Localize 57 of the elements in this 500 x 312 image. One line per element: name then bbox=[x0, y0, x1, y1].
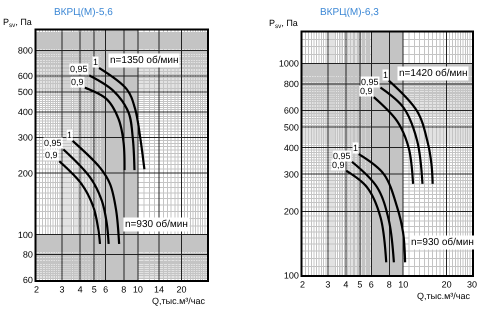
x-tick-label: 8 bbox=[121, 284, 126, 294]
chart-title: ВКРЦ(М)-5,6 bbox=[54, 7, 114, 18]
series-label: 0,95 bbox=[361, 77, 379, 87]
x-tick-label: 4 bbox=[343, 280, 348, 290]
series-label: 1 bbox=[93, 57, 98, 67]
x-tick-label: 5 bbox=[92, 284, 97, 294]
x-tick-label: 3 bbox=[325, 280, 330, 290]
series-label: 0,9 bbox=[332, 160, 345, 170]
x-tick-label: 20 bbox=[176, 284, 186, 294]
y-tick-label: 800 bbox=[18, 45, 33, 56]
series-label: 0,9 bbox=[71, 77, 84, 87]
x-tick-label: 8 bbox=[386, 280, 392, 290]
y-axis-title: P$_{sv}$, Па bbox=[3, 17, 32, 29]
x-tick-label: 6 bbox=[103, 284, 108, 294]
y-tick-label: 300 bbox=[18, 132, 33, 142]
y-tick-label: 1000 bbox=[278, 58, 299, 69]
y-tick-label: 600 bbox=[18, 70, 33, 81]
y-tick-label: 800 bbox=[284, 79, 299, 90]
series-label: 0,95 bbox=[333, 151, 351, 161]
x-tick-label: 30 bbox=[466, 280, 478, 290]
y-tick-label: 600 bbox=[284, 106, 299, 116]
x-tick-label: 10 bbox=[398, 280, 408, 290]
series-label: 0,9 bbox=[360, 86, 373, 96]
y-tick-label: 500 bbox=[18, 87, 33, 98]
y-tick-label: 200 bbox=[284, 206, 299, 217]
y-axis-title: P$_{sv}$, Па bbox=[269, 18, 298, 30]
annotation: n=1350 об/мин bbox=[110, 55, 178, 66]
x-axis-title: Q,тыс.м³/час bbox=[152, 296, 206, 306]
x-tick-label: 2 bbox=[300, 280, 306, 290]
annotation: n=930 об/мин bbox=[411, 237, 474, 248]
y-tick-label: 300 bbox=[284, 169, 299, 180]
x-tick-label: 2 bbox=[34, 284, 40, 294]
y-tick-label: 80 bbox=[22, 250, 33, 260]
y-tick-label: 60 bbox=[22, 275, 33, 286]
x-tick-label: 4 bbox=[78, 284, 83, 294]
series-label: 1 bbox=[383, 70, 388, 80]
series-label: 1 bbox=[67, 130, 72, 140]
annotation: n=1420 об/мин bbox=[399, 68, 468, 79]
y-tick-label: 100 bbox=[284, 270, 299, 280]
series-label: 1 bbox=[353, 143, 358, 153]
x-tick-label: 10 bbox=[132, 284, 143, 294]
x-tick-label: 3 bbox=[60, 284, 65, 294]
x-tick-label: 5 bbox=[357, 280, 362, 290]
series-label: 0,9 bbox=[45, 150, 58, 160]
series-label: 0,95 bbox=[70, 64, 88, 74]
x-axis-title: Q,тыс.м³/час bbox=[417, 291, 470, 301]
y-tick-label: 100 bbox=[18, 230, 33, 240]
annotation: n=930 об/мин bbox=[125, 219, 188, 230]
chart-title: ВКРЦ(М)-6,3 bbox=[320, 7, 380, 18]
series-label: 0,95 bbox=[44, 138, 62, 148]
y-tick-label: 400 bbox=[18, 106, 33, 117]
y-tick-label: 200 bbox=[18, 168, 33, 178]
x-tick-label: 6 bbox=[368, 280, 374, 290]
y-tick-label: 500 bbox=[284, 122, 299, 132]
x-tick-label: 20 bbox=[442, 280, 452, 290]
x-tick-label: 14 bbox=[154, 284, 164, 294]
y-tick-label: 400 bbox=[284, 142, 299, 153]
